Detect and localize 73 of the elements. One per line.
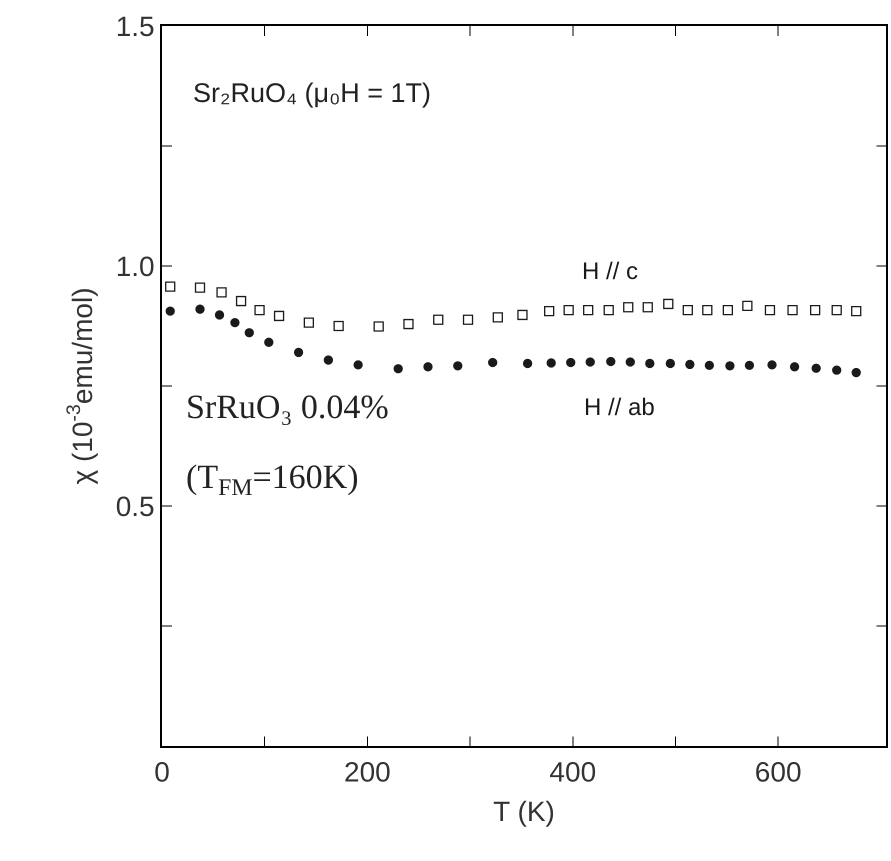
point [767,360,777,370]
point [522,358,532,368]
point [566,358,576,368]
point [583,305,594,316]
point [244,328,254,338]
point [682,305,693,316]
point [374,321,384,332]
point [851,306,862,316]
point [214,310,224,320]
point [787,305,798,316]
point [764,305,776,316]
point [604,305,614,316]
point [394,364,403,374]
point [725,361,735,370]
point [274,310,284,322]
point [722,305,733,316]
point [254,305,265,316]
point [264,338,274,347]
annotation: Sr₂RuO₄ (μ₀H = 1T) [193,78,432,108]
point [790,362,800,372]
point [453,361,462,370]
point [832,366,842,375]
point [704,360,714,370]
annotation: SrRuO₃ 0.04% [186,389,389,426]
point [354,360,363,370]
point [645,358,654,368]
point [165,281,176,292]
point [433,314,444,325]
point [294,348,304,358]
point [623,302,634,312]
point [216,287,227,298]
point [546,358,556,368]
point [812,364,821,373]
point [304,317,314,328]
x-tick-label: 200 [344,756,391,788]
y-tick-label: 1.5 [116,10,155,42]
point [626,357,635,367]
point [333,320,344,332]
x-tick-label: 400 [549,756,596,788]
series-label: H // c [582,258,638,285]
point [544,306,554,316]
series-label: H // ab [584,394,655,421]
point [666,358,675,368]
point [642,302,653,312]
point [324,355,334,365]
point [423,362,433,372]
point [166,306,175,316]
point [564,305,574,316]
point [492,312,503,323]
point [685,360,694,370]
point [488,358,498,368]
point [663,298,674,310]
point [742,300,753,311]
y-tick-label: 1.0 [116,250,155,282]
point [517,310,528,320]
point [230,318,240,328]
point [852,368,861,378]
point [744,360,754,370]
point [403,318,414,330]
point [462,314,474,325]
x-axis-title: T (K) [493,796,555,827]
x-tick-label: 0 [154,756,170,788]
point [586,357,595,367]
annotation: (T$_{FM}$=160K) [186,459,359,502]
point [810,305,820,316]
point [702,305,712,316]
point [236,296,246,306]
point [194,282,206,293]
point [606,356,616,366]
x-tick-label: 600 [754,756,802,788]
y-tick-label: 0.5 [116,490,155,522]
point [832,305,842,316]
point [195,304,205,314]
